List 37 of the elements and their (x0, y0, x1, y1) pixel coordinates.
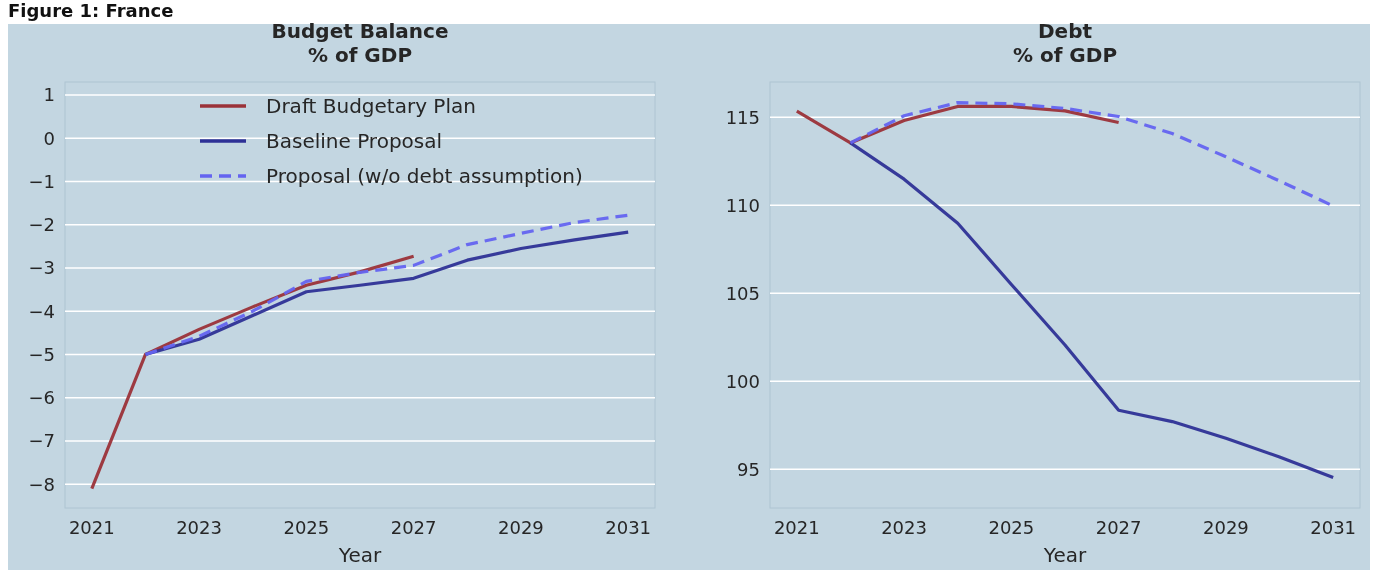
x-tick-label: 2027 (1095, 517, 1142, 538)
x-tick-label: 2021 (68, 517, 115, 538)
legend-label: Draft Budgetary Plan (266, 94, 476, 118)
line-series (848, 141, 1335, 480)
chart-title: Budget Balance % of GDP (271, 19, 449, 67)
y-tick-label: −8 (28, 473, 55, 495)
y-tick-label: 115 (725, 106, 760, 128)
x-axis-title: Year (1042, 543, 1087, 567)
y-tick-label: 110 (725, 194, 760, 216)
y-tick-label: −2 (28, 214, 55, 236)
x-tick-label: 2029 (1203, 517, 1249, 538)
y-tick-label: 0 (43, 127, 55, 149)
y-tick-label: −7 (28, 430, 55, 452)
y-tick-label: 1 (43, 84, 55, 106)
x-axis-title: Year (337, 543, 382, 567)
y-tick-label: −5 (28, 343, 55, 365)
x-tick-label: 2023 (176, 517, 222, 538)
x-tick-label: 2021 (773, 517, 820, 538)
x-tick-label: 2031 (605, 517, 652, 538)
y-tick-label: −4 (28, 300, 55, 322)
legend-label: Baseline Proposal (266, 129, 443, 153)
x-tick-label: 2025 (988, 517, 1035, 538)
y-tick-label: −3 (28, 257, 55, 279)
x-tick-label: 2031 (1310, 517, 1357, 538)
y-tick-label: 100 (725, 370, 760, 392)
legend-label: Proposal (w/o debt assumption) (266, 164, 583, 188)
y-tick-label: −1 (28, 170, 55, 192)
x-tick-label: 2027 (390, 517, 437, 538)
line-series (795, 104, 1121, 145)
y-tick-label: −6 (28, 387, 55, 409)
y-tick-label: 95 (737, 458, 760, 480)
y-tick-label: 105 (725, 282, 760, 304)
x-tick-label: 2025 (283, 517, 330, 538)
caption: Figure 1: France (8, 0, 174, 21)
chart-title: Debt % of GDP (1012, 19, 1118, 67)
x-tick-label: 2029 (498, 517, 544, 538)
x-tick-label: 2023 (881, 517, 927, 538)
